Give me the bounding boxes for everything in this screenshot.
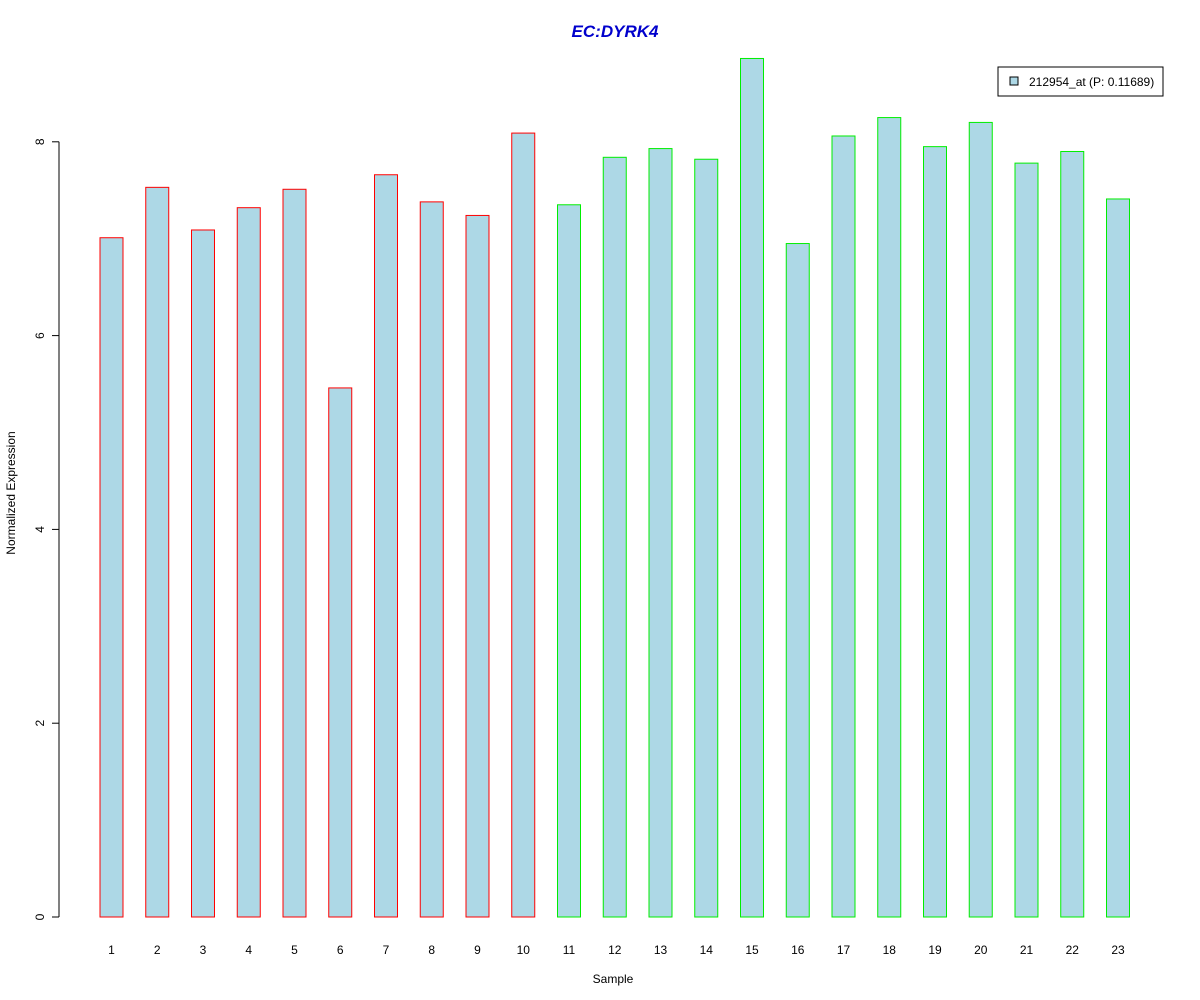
x-tick-label: 14 [700, 943, 714, 957]
bar-sample-21 [1014, 162, 1039, 918]
x-tick-label: 19 [928, 943, 942, 957]
x-tick-label: 3 [200, 943, 207, 957]
legend-label: 212954_at (P: 0.11689) [1029, 75, 1154, 89]
bar-sample-22 [1060, 150, 1085, 918]
bars [99, 57, 1130, 918]
x-tick-label: 7 [383, 943, 390, 957]
bar-sample-17 [831, 135, 856, 918]
x-axis-labels: 1 2 3 4 5 6 7 8 9 10 11 12 13 14 15 16 17 18 19 20 21 22 23 [108, 943, 1125, 957]
bar-sample-7 [374, 174, 398, 918]
y-axis-title: Normalized Expression [4, 431, 18, 554]
bar-sample-20 [968, 121, 993, 918]
bar-sample-3 [191, 229, 215, 918]
x-tick-label: 12 [608, 943, 622, 957]
bar-sample-4 [236, 207, 261, 918]
x-tick-label: 11 [563, 943, 576, 957]
x-tick-label: 13 [654, 943, 668, 957]
y-tick-label: 2 [33, 720, 47, 727]
x-tick-label: 17 [837, 943, 851, 957]
bar-sample-19 [923, 146, 947, 918]
bar-sample-2 [145, 186, 170, 918]
x-tick-label: 1 [108, 943, 115, 957]
bar-sample-23 [1106, 198, 1130, 918]
x-tick-label: 23 [1111, 943, 1125, 957]
bar-sample-9 [465, 214, 490, 918]
y-tick-label: 8 [33, 138, 47, 145]
x-tick-label: 21 [1020, 943, 1034, 957]
y-axis: 0 2 4 6 8 [33, 138, 60, 920]
x-tick-label: 16 [791, 943, 805, 957]
x-tick-label: 5 [291, 943, 298, 957]
y-tick-label: 4 [33, 526, 47, 533]
x-tick-label: 4 [245, 943, 252, 957]
x-axis-title: Sample [593, 972, 634, 986]
y-tick-label: 0 [33, 913, 47, 920]
bar-sample-12 [602, 156, 627, 918]
legend-swatch [1009, 76, 1019, 86]
x-tick-label: 8 [428, 943, 435, 957]
x-tick-label: 20 [974, 943, 988, 957]
bar-sample-6 [328, 387, 353, 918]
bar-sample-10 [511, 132, 536, 918]
x-tick-label: 2 [154, 943, 161, 957]
chart-title: EC:DYRK4 [572, 22, 659, 41]
y-tick-label: 6 [33, 332, 47, 339]
legend: 212954_at (P: 0.11689) [997, 66, 1164, 97]
bar-sample-13 [648, 148, 673, 918]
bar-sample-8 [419, 201, 444, 918]
bar-sample-11 [557, 204, 581, 918]
x-tick-label: 15 [745, 943, 759, 957]
bar-sample-5 [282, 188, 307, 918]
bar-sample-16 [785, 243, 810, 918]
bar-sample-1 [99, 237, 124, 918]
x-tick-label: 18 [883, 943, 897, 957]
x-tick-label: 22 [1066, 943, 1080, 957]
x-tick-label: 9 [474, 943, 481, 957]
legend-box [997, 66, 1164, 97]
bar-sample-18 [877, 117, 902, 918]
x-tick-label: 6 [337, 943, 344, 957]
x-tick-label: 10 [517, 943, 531, 957]
bar-sample-14 [694, 158, 719, 918]
bar-sample-15 [740, 57, 764, 918]
